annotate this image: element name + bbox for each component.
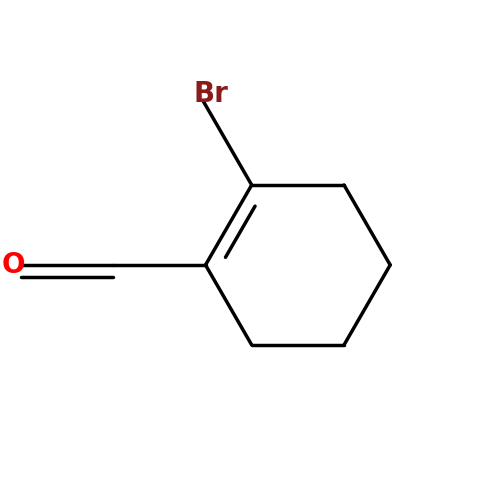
Text: O: O xyxy=(2,251,25,279)
Text: Br: Br xyxy=(194,80,228,108)
